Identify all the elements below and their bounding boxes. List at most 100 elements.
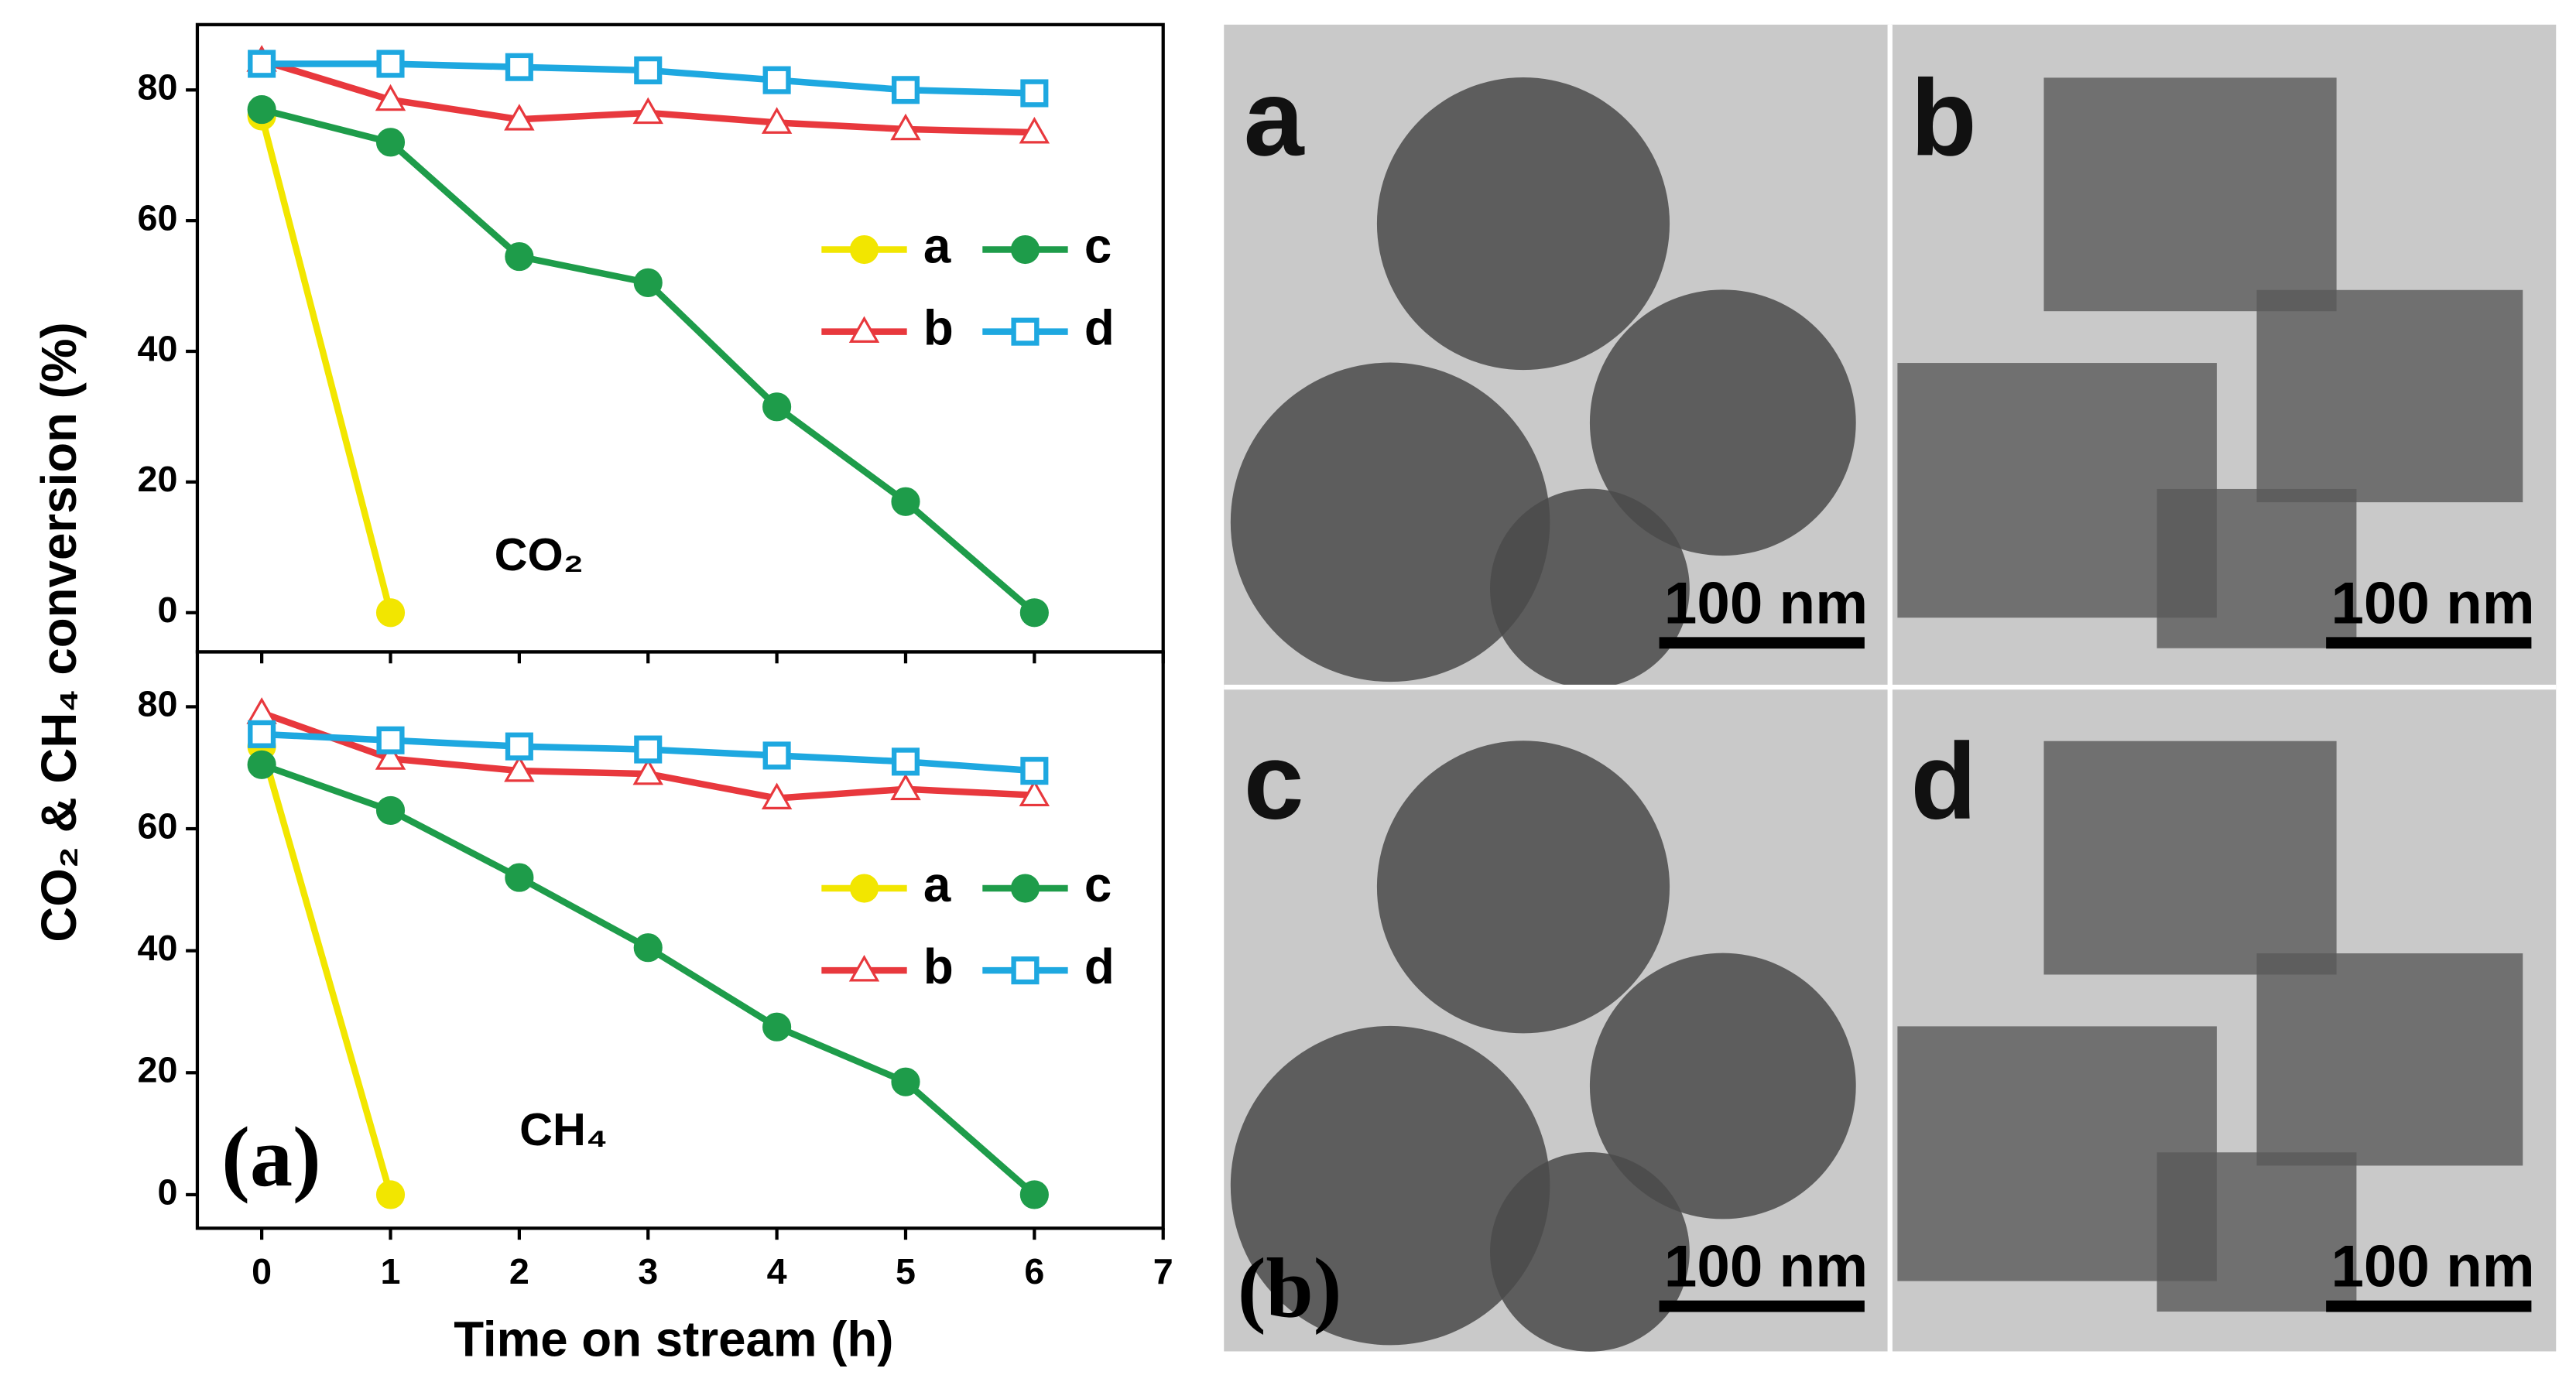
particle [2043,741,2337,975]
marker [505,53,533,81]
marker [376,726,405,754]
marker [1019,116,1050,144]
scale-label: 100 nm [1664,1234,1868,1300]
particle [2256,953,2523,1166]
marker [762,392,792,422]
legend-marker [1011,956,1040,985]
x-tick-label: 1 [381,1251,401,1291]
marker [375,84,406,111]
x-tick-label: 4 [767,1251,787,1291]
image-label: a [1244,56,1305,178]
scale-label: 100 nm [2331,1234,2534,1300]
y-tick-label: 80 [138,67,178,108]
marker [634,56,663,84]
marker [375,1180,406,1209]
legend-label: b [923,300,954,355]
x-tick-label: 2 [509,1251,529,1291]
legend-label: c [1084,857,1112,912]
marker [248,720,276,748]
legend-label: b [923,939,954,994]
y-tick-label: 60 [138,197,178,238]
x-tick-label: 3 [638,1251,658,1291]
y-tick-label: 20 [138,1050,178,1090]
marker [761,107,793,134]
scale-label: 100 nm [2331,570,2534,636]
legend-marker [848,954,880,982]
marker [891,1067,920,1096]
marker [890,773,921,801]
x-tick-label: 5 [896,1251,916,1291]
particle [2043,77,2337,312]
y-tick-label: 0 [158,590,178,630]
marker [891,747,920,776]
particles [1230,77,1856,689]
marker [890,113,921,141]
particle [2156,488,2357,648]
legend-marker [1010,874,1040,903]
plot-frame [195,650,1165,1230]
marker [247,750,276,779]
x-tick-label: 6 [1024,1251,1044,1291]
y-tick-label: 20 [138,459,178,499]
scale-bar [2326,1300,2532,1312]
x-axis-label: Time on stream (h) [454,1312,893,1367]
marker [505,732,533,761]
legend-marker [1011,317,1040,346]
marker [1019,779,1050,807]
marker [375,795,406,825]
marker [633,268,663,297]
marker [505,863,534,892]
marker [247,95,276,125]
y-axis-label: CO₂ & CH₄ conversion (%) [32,322,87,942]
particles [1897,77,2523,648]
x-tick-label: 7 [1153,1251,1173,1291]
image-label: b [1910,56,1977,178]
marker [375,128,406,157]
y-tick-label: 60 [138,806,178,846]
image-label: c [1244,720,1304,842]
y-tick-label: 80 [138,684,178,724]
particle [2256,289,2523,503]
legend-label: d [1084,939,1115,994]
series-line [259,745,394,1196]
scale-label: 100 nm [1664,570,1868,636]
marker [504,754,535,782]
legend-label: a [923,218,951,273]
scale-bar [1659,637,1865,649]
marker [632,97,663,125]
panel-label: (a) [221,1110,321,1204]
legend-label: a [923,857,951,912]
particle [1376,77,1670,371]
y-tick-label: 40 [138,328,178,368]
panel-label: (b) [1238,1241,1342,1336]
marker [375,743,406,770]
legend-marker [849,874,879,903]
image-label: d [1910,720,1977,842]
series-line [261,106,1037,616]
legend-marker [848,316,880,343]
particles [1230,741,1856,1352]
series-line [260,761,1037,1198]
marker [1020,757,1049,785]
marker [762,66,791,94]
marker [375,598,406,628]
marker [891,487,920,516]
marker [246,697,277,724]
marker [632,758,663,785]
marker [248,50,276,78]
marker [376,50,405,78]
particle [1490,488,1690,689]
marker [762,1012,792,1042]
marker [891,76,920,104]
y-tick-label: 40 [138,928,178,968]
particle [1230,362,1550,682]
marker [505,242,534,272]
particle [1230,1025,1550,1346]
particle [1589,953,1856,1219]
marker [761,782,793,809]
marker [633,933,663,963]
legend-label: c [1084,218,1112,273]
marker [1019,1180,1049,1209]
